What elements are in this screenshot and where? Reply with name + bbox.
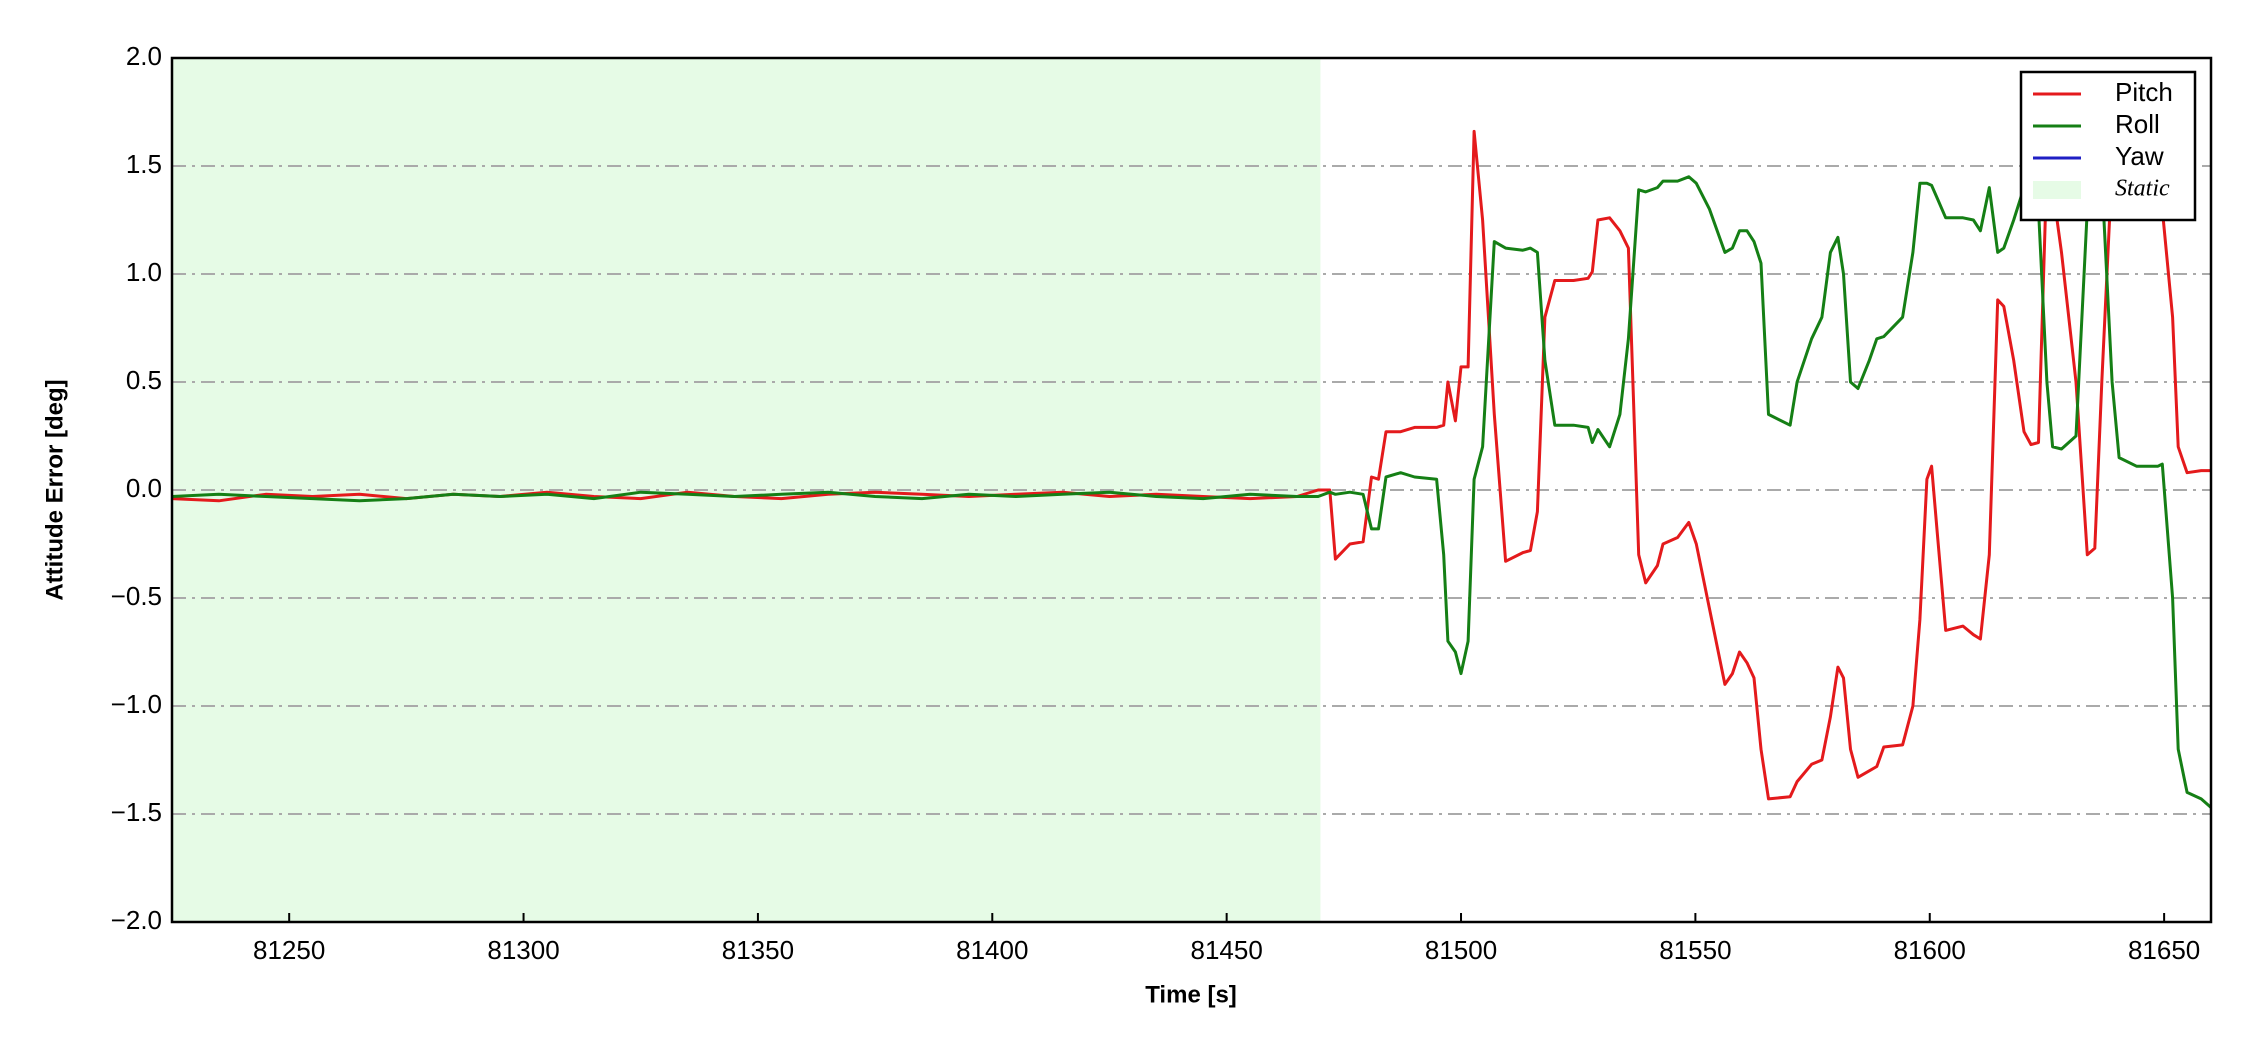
y-tick-label: 1.0 — [126, 257, 162, 287]
x-tick-label: 81500 — [1425, 935, 1497, 965]
y-axis-label: Attitude Error [deg] — [41, 379, 68, 600]
x-axis-label: Time [s] — [1145, 981, 1237, 1008]
y-tick-label: −1.5 — [111, 797, 162, 827]
legend-label: Roll — [2115, 109, 2160, 139]
x-tick-label: 81650 — [2128, 935, 2200, 965]
series-line — [172, 164, 2211, 809]
y-tick-label: −1.0 — [111, 689, 162, 719]
x-tick-label: 81350 — [722, 935, 794, 965]
x-tick-label: 81600 — [1894, 935, 1966, 965]
y-tick-label: −0.5 — [111, 581, 162, 611]
legend-label: Static — [2115, 176, 2170, 202]
legend-swatch — [2033, 181, 2081, 199]
x-tick-label: 81450 — [1190, 935, 1262, 965]
legend-label: Yaw — [2115, 141, 2164, 171]
plot-frame — [170, 56, 2213, 924]
x-tick-label: 81550 — [1659, 935, 1731, 965]
legend-label: Pitch — [2115, 77, 2173, 107]
x-tick-label: 81300 — [487, 935, 559, 965]
y-tick-label: 0.0 — [126, 473, 162, 503]
y-tick-label: 2.0 — [126, 41, 162, 71]
x-tick-label: 81400 — [956, 935, 1028, 965]
x-tick-label: 81250 — [253, 935, 325, 965]
y-tick-label: 0.5 — [126, 365, 162, 395]
y-tick-label: 1.5 — [126, 149, 162, 179]
y-tick-label: −2.0 — [111, 905, 162, 935]
shaded-region — [172, 58, 1321, 922]
